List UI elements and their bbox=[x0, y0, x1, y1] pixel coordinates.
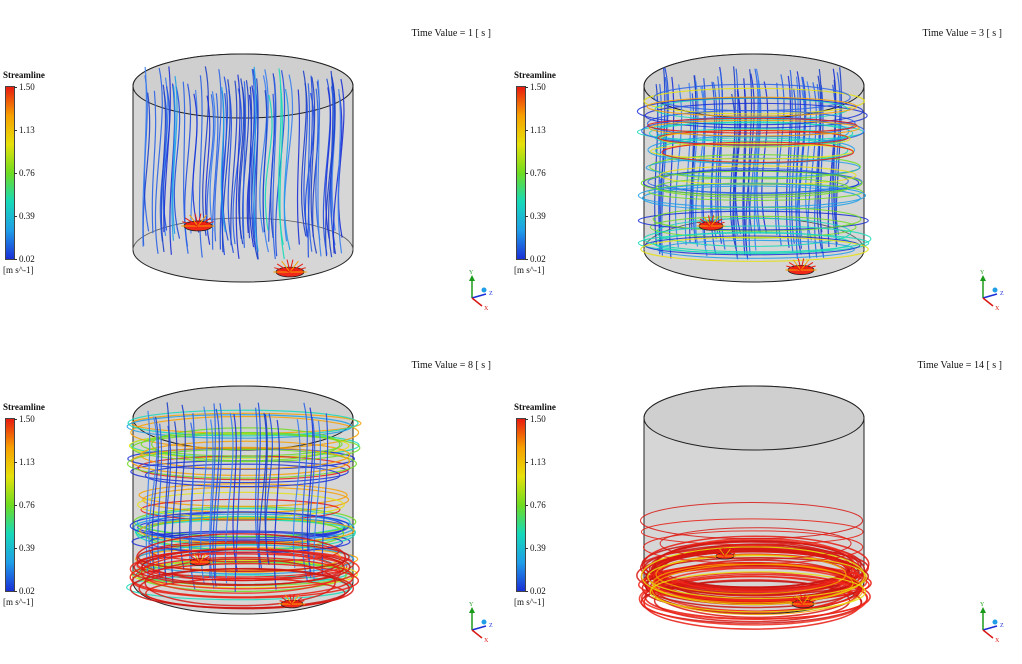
time-value-label: Time Value = 1 [ s ] bbox=[411, 28, 491, 39]
axis-triad-icon: Y Z X bbox=[980, 602, 1004, 644]
panel-t1: Time Value = 1 [ s ] Streamline 1.50 1.1… bbox=[0, 0, 511, 332]
legend-tick-3: 0.76 bbox=[525, 500, 546, 510]
legend-tick-4: 0.39 bbox=[525, 543, 546, 553]
legend-tick-min: 0.02 bbox=[14, 586, 35, 596]
inlet-marker bbox=[188, 553, 212, 566]
legend-tick-2: 1.13 bbox=[14, 457, 35, 467]
inlet-marker bbox=[273, 259, 307, 278]
cylinder-streamline-scene bbox=[636, 385, 872, 630]
svg-text:Z: Z bbox=[489, 291, 493, 297]
legend-unit: [m s^-1] bbox=[3, 265, 34, 275]
legend-unit: [m s^-1] bbox=[3, 597, 34, 607]
time-value-label: Time Value = 3 [ s ] bbox=[922, 28, 1002, 39]
legend-tick-4: 0.39 bbox=[14, 211, 35, 221]
legend-tick-max: 1.50 bbox=[525, 82, 546, 92]
panel-t14: Time Value = 14 [ s ] Streamline 1.50 1.… bbox=[511, 332, 1022, 664]
inlet-marker bbox=[714, 547, 736, 560]
cylinder-streamline-scene bbox=[132, 53, 354, 283]
panel-t8: Time Value = 8 [ s ] Streamline 1.50 1.1… bbox=[0, 332, 511, 664]
legend-tick-4: 0.39 bbox=[525, 211, 546, 221]
legend-title: Streamline bbox=[3, 402, 45, 412]
legend-tick-min: 0.02 bbox=[525, 586, 546, 596]
legend-tick-3: 0.76 bbox=[14, 168, 35, 178]
legend-title: Streamline bbox=[3, 70, 45, 80]
svg-text:Y: Y bbox=[469, 602, 474, 608]
legend-unit: [m s^-1] bbox=[514, 597, 545, 607]
legend-tick-2: 1.13 bbox=[525, 125, 546, 135]
inlet-marker bbox=[696, 215, 726, 231]
axis-triad-icon: Y Z X bbox=[980, 270, 1004, 312]
svg-text:Y: Y bbox=[469, 270, 474, 276]
svg-text:X: X bbox=[995, 306, 1000, 312]
inlet-marker bbox=[181, 213, 215, 232]
legend-tick-max: 1.50 bbox=[14, 82, 35, 92]
cylinder-streamline-scene bbox=[636, 53, 872, 283]
svg-text:X: X bbox=[484, 638, 489, 644]
svg-text:Y: Y bbox=[980, 270, 985, 276]
legend-tick-min: 0.02 bbox=[525, 254, 546, 264]
svg-text:X: X bbox=[995, 638, 1000, 644]
axis-triad-icon: Y Z X bbox=[469, 602, 493, 644]
svg-text:Z: Z bbox=[1000, 623, 1004, 629]
svg-text:X: X bbox=[484, 306, 489, 312]
inlet-marker bbox=[278, 594, 306, 609]
legend-tick-max: 1.50 bbox=[14, 414, 35, 424]
inlet-marker bbox=[785, 258, 817, 275]
cylinder-streamline-scene bbox=[126, 385, 362, 615]
legend-tick-4: 0.39 bbox=[14, 543, 35, 553]
panel-t3: Time Value = 3 [ s ] Streamline 1.50 1.1… bbox=[511, 0, 1022, 332]
inlet-marker bbox=[789, 594, 817, 609]
svg-text:Z: Z bbox=[1000, 291, 1004, 297]
legend-unit: [m s^-1] bbox=[514, 265, 545, 275]
legend-tick-min: 0.02 bbox=[14, 254, 35, 264]
time-value-label: Time Value = 14 [ s ] bbox=[917, 360, 1002, 371]
svg-text:Y: Y bbox=[980, 602, 985, 608]
time-value-label: Time Value = 8 [ s ] bbox=[411, 360, 491, 371]
legend-tick-2: 1.13 bbox=[525, 457, 546, 467]
legend-tick-max: 1.50 bbox=[525, 414, 546, 424]
legend-title: Streamline bbox=[514, 70, 556, 80]
legend-tick-2: 1.13 bbox=[14, 125, 35, 135]
axis-triad-icon: Y Z X bbox=[469, 270, 493, 312]
legend-tick-3: 0.76 bbox=[14, 500, 35, 510]
legend-tick-3: 0.76 bbox=[525, 168, 546, 178]
legend-title: Streamline bbox=[514, 402, 556, 412]
svg-text:Z: Z bbox=[489, 623, 493, 629]
